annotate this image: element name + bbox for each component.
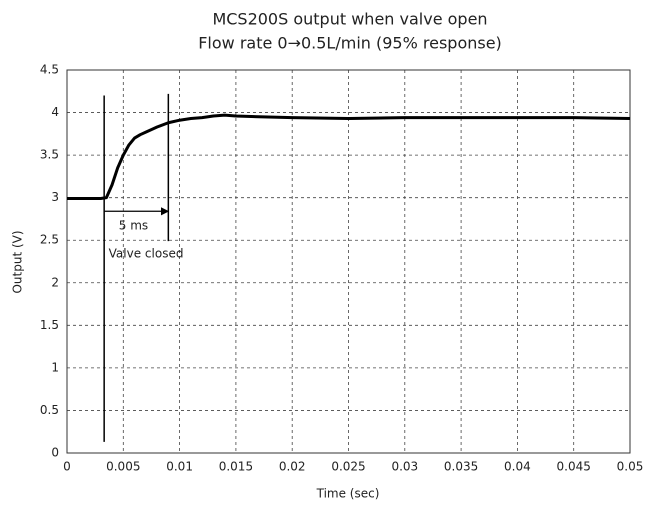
x-tick-label: 0.015: [219, 460, 253, 474]
annotation: 5 ms: [119, 218, 148, 232]
x-tick-label: 0: [63, 460, 71, 474]
y-tick-label: 0: [51, 446, 59, 460]
x-tick-label: 0.045: [557, 460, 591, 474]
y-tick-label: 1: [51, 360, 59, 374]
annotation: Valve closed: [109, 246, 184, 260]
plot-frame: [66, 69, 631, 454]
y-tick-label: 4: [51, 105, 59, 119]
y-tick-label: 0.5: [40, 403, 59, 417]
x-tick-label: 0.04: [504, 460, 531, 474]
chart-subtitle: Flow rate 0→0.5L/min (95% response): [198, 34, 502, 53]
y-tick-label: 2.5: [40, 233, 59, 247]
y-tick-label: 3: [51, 190, 59, 204]
y-tick-label: 3.5: [40, 148, 59, 162]
y-tick-label: 2: [51, 275, 59, 289]
x-tick-label: 0.005: [106, 460, 140, 474]
y-tick-label: 1.5: [40, 318, 59, 332]
y-axis-label: Output (V): [11, 230, 25, 293]
chart-title: MCS200S output when valve open: [212, 10, 487, 29]
x-tick-label: 0.02: [279, 460, 306, 474]
x-tick-label: 0.025: [331, 460, 365, 474]
x-tick-label: 0.05: [617, 460, 644, 474]
x-tick-label: 0.01: [166, 460, 193, 474]
x-axis-label: Time (sec): [316, 487, 380, 501]
data-line: [67, 113, 631, 201]
x-tick-label: 0.035: [444, 460, 478, 474]
x-tick-label: 0.03: [391, 460, 418, 474]
y-tick-label: 4.5: [40, 63, 59, 77]
